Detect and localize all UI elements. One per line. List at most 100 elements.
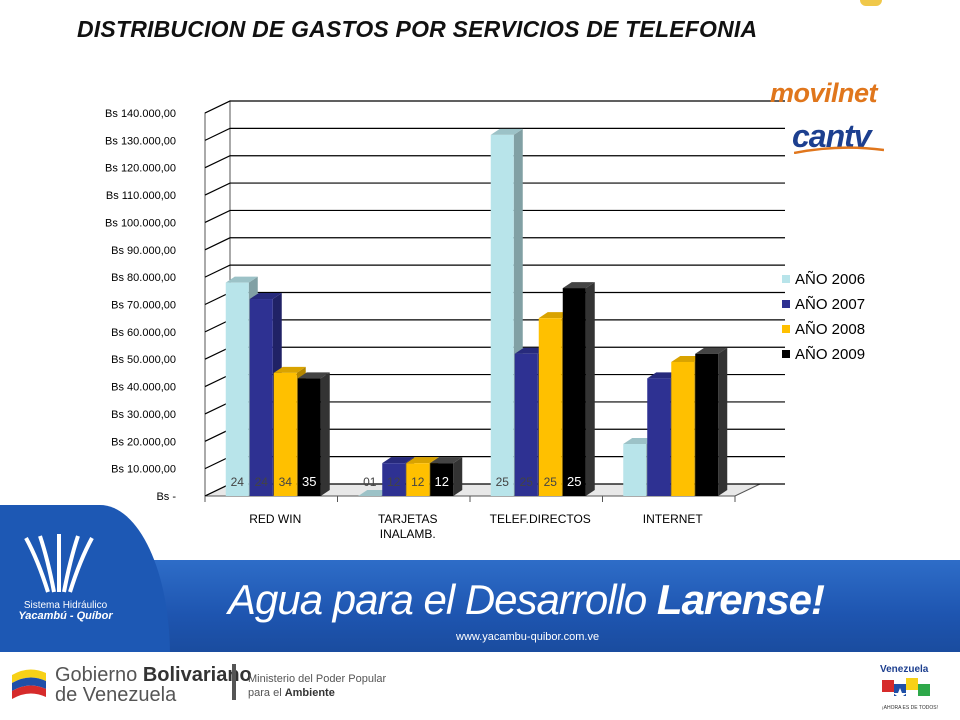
bar [562, 288, 586, 496]
footer-separator [232, 664, 236, 700]
bar-top [562, 282, 595, 289]
gridline [204, 100, 785, 114]
y-tick-label: Bs 110.000,00 [106, 190, 176, 202]
y-tick-label: Bs 40.000,00 [111, 382, 176, 394]
slogan-bold: Larense! [656, 576, 825, 623]
ambiente-text: Ambiente [284, 687, 335, 699]
x-tick-label: TELEF.DIRECTOS [490, 512, 591, 526]
gridline [204, 182, 785, 196]
bar-data-label: 25 [544, 475, 558, 489]
movilnet-logo: movilnet [770, 78, 878, 108]
bar-chart: Bs - Bs 10.000,00 Bs 20.000,00 Bs 30.000,00… [105, 100, 865, 541]
legend-swatch [782, 275, 790, 283]
gobierno-line1: Gobierno Bolivariano [55, 664, 252, 687]
bar-top [430, 457, 463, 464]
y-tick-label: Bs 100.000,00 [105, 217, 176, 229]
bar-data-label: 25 [520, 475, 534, 489]
ministerio-line2: para el Ambiente [248, 687, 335, 699]
bar [671, 361, 695, 496]
y-tick-label: Bs 70.000,00 [111, 300, 176, 312]
bar [514, 353, 538, 496]
bar-top [406, 457, 439, 464]
gridline [204, 264, 785, 278]
bar-side [320, 372, 330, 496]
y-tick-label: Bs 10.000,00 [111, 464, 176, 476]
venezuela-ahora-logo-icon [882, 678, 930, 701]
bar-top [273, 366, 306, 373]
bar-data-label: 12 [435, 474, 449, 489]
legend-label: AÑO 2007 [795, 296, 865, 313]
bar-data-label: 34 [279, 475, 293, 489]
gridline [204, 209, 785, 223]
footer [0, 652, 960, 720]
y-tick-label: Bs - [156, 491, 176, 503]
bar [225, 282, 249, 496]
legend-label: AÑO 2008 [795, 321, 865, 338]
org-name-line2: Yacambú - Quíbor [18, 610, 113, 622]
bar [623, 444, 647, 496]
x-tick-label: TARJETAS [378, 512, 438, 526]
bar [249, 299, 273, 496]
gridline [204, 155, 785, 169]
y-tick-label: Bs 120.000,00 [105, 163, 176, 175]
bar-data-label: 25 [496, 475, 510, 489]
bar [382, 463, 406, 496]
bar-data-label: 01 [363, 475, 377, 489]
ministerio-text: para el [248, 687, 285, 699]
bar [647, 378, 671, 496]
ministerio-line1: Ministerio del Poder Popular [248, 673, 387, 685]
bar-side [718, 347, 728, 496]
y-tick-label: Bs 80.000,00 [111, 272, 176, 284]
gridline [204, 127, 785, 141]
bar-side [453, 457, 463, 496]
x-tick-label: RED WIN [249, 512, 301, 526]
bar-top [297, 372, 330, 379]
bar-side [585, 282, 595, 496]
ahora-es-de-todos-text: ¡AHORA ES DE TODOS! [882, 705, 938, 711]
x-tick-label: INTERNET [643, 512, 704, 526]
bar [430, 463, 454, 496]
bar-top [382, 457, 415, 464]
gobierno-text: Gobierno [55, 664, 143, 686]
bar-data-label: 24 [231, 475, 245, 489]
venezuela-text: Venezuela [880, 664, 929, 675]
bar-data-label: 12 [387, 475, 401, 489]
legend-label: AÑO 2009 [795, 346, 865, 363]
x-tick-label: INALAMB. [380, 527, 436, 541]
y-tick-label: Bs 20.000,00 [111, 436, 176, 448]
top-decoration [860, 0, 882, 6]
bar-data-label: 25 [567, 474, 581, 489]
bar-data-label: 24 [255, 475, 269, 489]
chart-title: DISTRIBUCION DE GASTOS POR SERVICIOS DE … [77, 16, 758, 42]
bar-top [225, 276, 258, 283]
bolivariano-text: Bolivariano [142, 664, 252, 686]
venezuela-flag-icon [12, 669, 46, 699]
gobierno-line2: de Venezuela [55, 684, 177, 706]
bar [273, 372, 297, 496]
bar-top [490, 128, 523, 135]
legend-swatch [782, 350, 790, 358]
y-tick-label: Bs 30.000,00 [111, 409, 176, 421]
bar-top [249, 293, 282, 300]
bar-data-label: 12 [411, 475, 425, 489]
bar-data-label: 35 [302, 474, 316, 489]
website-url: www.yacambu-quibor.com.ve [456, 631, 600, 643]
y-tick-label: Bs 90.000,00 [111, 245, 176, 257]
legend-label: AÑO 2006 [795, 271, 865, 288]
cantv-swoosh-icon [794, 146, 884, 154]
bar-top [695, 347, 728, 354]
slogan-text: Agua para el Desarrollo [228, 576, 657, 623]
bar [538, 318, 562, 496]
legend-swatch [782, 325, 790, 333]
y-tick-label: Bs 60.000,00 [111, 327, 176, 339]
y-tick-label: Bs 130.000,00 [105, 135, 176, 147]
yacambu-quibor-logo-icon [24, 534, 94, 593]
bar [695, 353, 719, 496]
gridline [204, 237, 785, 251]
bar [406, 463, 430, 496]
org-name-line1: Sistema Hidráulico [23, 600, 108, 611]
bar [297, 378, 321, 496]
y-tick-label: Bs 50.000,00 [111, 354, 176, 366]
legend-swatch [782, 300, 790, 308]
y-tick-label: Bs 140.000,00 [105, 108, 176, 120]
